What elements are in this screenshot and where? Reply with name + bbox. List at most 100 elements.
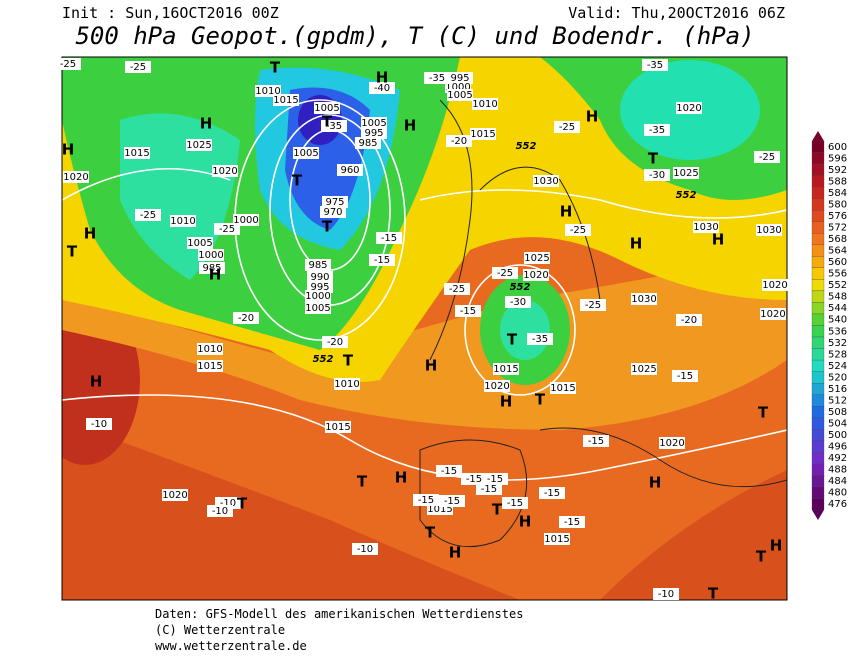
colorbar-cell (811, 175, 825, 188)
init-time: Init : Sun,16OCT2016 00Z (62, 4, 279, 22)
isobar-label: 1030 (533, 176, 558, 187)
isobar-label-box (631, 293, 657, 305)
geopotential-label: 552 (313, 354, 334, 365)
isobar-label: 985 (308, 260, 327, 271)
geopotential-label: 552 (516, 141, 537, 152)
isobar-label-box (162, 489, 188, 501)
temperature-label-box (642, 59, 668, 71)
colorbar-cell (811, 475, 825, 488)
isobar-label: 1025 (631, 364, 656, 375)
isobar-label: 1000 (305, 291, 330, 302)
temperature-label: -10 (91, 419, 107, 430)
pressure-center: T (648, 150, 659, 168)
colorbar-label: 576 (828, 211, 847, 222)
isobar-label: 1015 (550, 383, 575, 394)
isobar-label-box (334, 378, 360, 390)
colorbar-cell (811, 371, 825, 384)
isobar-label: 1005 (314, 103, 339, 114)
colorbar-label: 512 (828, 395, 847, 406)
isobar-label: 1015 (124, 148, 149, 159)
isobar-label: 1000 (198, 250, 223, 261)
isobar-label-box (659, 437, 685, 449)
temperature-label-box (492, 267, 518, 279)
colorbar-label: 524 (828, 361, 847, 372)
colorbar-cap (812, 510, 824, 520)
isobar-label-box (762, 279, 788, 291)
temperature-label-box (554, 121, 580, 133)
isobar-label-box (355, 137, 381, 149)
pressure-center: T (237, 495, 248, 513)
colorbar-label: 492 (828, 453, 847, 464)
isobar-label-box (197, 343, 223, 355)
isobar-label: 1020 (162, 490, 187, 501)
isobar-label-box (361, 127, 387, 139)
isobar-label-box (673, 167, 699, 179)
temperature-label: -10 (212, 506, 228, 517)
colorbar-label: 580 (828, 199, 847, 210)
isobar-label: 1015 (544, 534, 569, 545)
colorbar-cell (811, 383, 825, 395)
colorbar-label: 488 (828, 465, 847, 476)
isobar-label: 1000 (445, 82, 470, 93)
colorbar-label: 536 (828, 326, 847, 337)
pressure-center: H (560, 203, 573, 221)
map-title: 500 hPa Geopot.(gpdm), T (C) und Bodendr… (75, 22, 754, 50)
pressure-center: H (449, 544, 462, 562)
temperature-label-box (135, 209, 161, 221)
isobar-label-box (212, 165, 238, 177)
pressure-center: T (357, 473, 368, 491)
isobar-label: 995 (450, 73, 469, 84)
colorbar-label: 584 (828, 188, 847, 199)
colorbar-label: 556 (828, 269, 847, 280)
isobar-label-box (197, 360, 223, 372)
isobar-label-box (325, 421, 351, 433)
colorbar-label: 568 (828, 234, 847, 245)
isobar-label-box (273, 94, 299, 106)
colorbar-cap (812, 131, 824, 141)
pressure-center: T (756, 548, 767, 566)
temperature-label-box (369, 82, 395, 94)
temperature-label-box (505, 296, 531, 308)
pressure-center: H (90, 373, 103, 391)
temperature-label: -20 (451, 136, 467, 147)
temperature-label-box (444, 283, 470, 295)
pressure-center: T (322, 113, 333, 131)
temperature-label: -15 (544, 488, 560, 499)
colorbar-cell (811, 498, 825, 511)
temperature-label-box (502, 497, 528, 509)
colorbar-cell (811, 440, 825, 453)
colorbar-cell (811, 336, 825, 349)
temperature-label-box (565, 224, 591, 236)
colorbar-cell (811, 267, 825, 280)
isobar-label: 995 (310, 282, 329, 293)
isobar-label-box (337, 164, 363, 176)
temperature-label-box (55, 58, 81, 70)
colorbar-label: 480 (828, 488, 847, 499)
temperature-label: -15 (588, 436, 604, 447)
isobar-label-box (524, 252, 550, 264)
isobar-label-box (322, 196, 348, 208)
colorbar-cell (811, 221, 825, 234)
pressure-center: T (67, 243, 78, 261)
isobar-label-box (124, 147, 150, 159)
isobar-label: 1020 (762, 280, 787, 291)
temperature-label: -15 (441, 466, 457, 477)
pressure-center: T (270, 59, 281, 77)
geopotential-label: 552 (676, 190, 697, 201)
isobar-label-box (307, 271, 333, 283)
pressure-center: H (62, 141, 75, 159)
temperature-label-box (125, 61, 151, 73)
pressure-center: T (507, 331, 518, 349)
colorbar-label: 540 (828, 315, 847, 326)
isobar-label-box (320, 206, 346, 218)
temperature-label: -25 (140, 210, 156, 221)
footer-line: Daten: GFS-Modell des amerikanischen Wet… (155, 607, 523, 621)
isobar-label: 1020 (212, 166, 237, 177)
pressure-center: H (209, 266, 222, 284)
geopotential-label: 552 (510, 282, 531, 293)
temperature-label: -35 (326, 121, 342, 132)
pressure-center: H (425, 357, 438, 375)
isobar-label-box (693, 221, 719, 233)
isobar-label: 1000 (233, 215, 258, 226)
isobar-label: 960 (340, 165, 359, 176)
